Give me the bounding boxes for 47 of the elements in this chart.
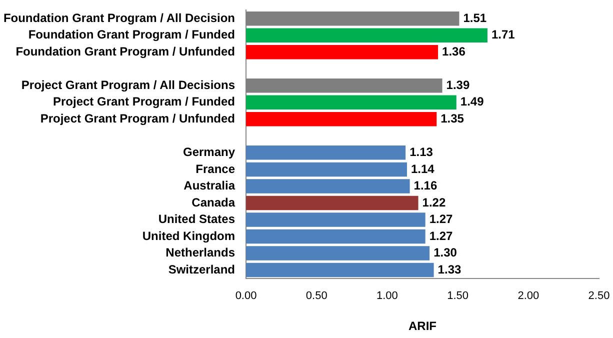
data-label: 1.27 (429, 228, 454, 243)
bar (246, 44, 438, 60)
y-tick-label: United Kingdom (142, 228, 236, 243)
y-tick-label: Foundation Grant Program / Unfunded (16, 44, 236, 58)
bar (246, 162, 407, 177)
data-label: 1.51 (463, 10, 487, 25)
x-tick-label: 1.00 (376, 290, 398, 302)
bar (246, 95, 456, 110)
x-tick-label: 2.00 (518, 290, 540, 302)
x-tick-label: 0.50 (306, 290, 328, 302)
y-tick-label: Project Grant Program / Funded (52, 94, 236, 109)
bar (246, 196, 418, 210)
bar (246, 229, 426, 244)
x-axis-title: ARIF (408, 319, 437, 334)
data-label: 1.39 (446, 78, 470, 92)
bar (246, 112, 437, 126)
y-tick-label: Australia (184, 178, 236, 193)
y-tick-label: Canada (192, 195, 236, 210)
data-label: 1.36 (442, 44, 466, 58)
y-tick-label: Netherlands (166, 246, 236, 260)
bar (246, 28, 488, 42)
data-label: 1.35 (440, 111, 464, 126)
data-label: 1.30 (434, 246, 458, 260)
bar (246, 212, 426, 227)
data-label: 1.22 (422, 195, 446, 210)
data-label: 1.33 (438, 262, 462, 276)
y-tick-label: Project Grant Program / Unfunded (40, 111, 236, 126)
y-tick-label: Switzerland (168, 262, 236, 276)
data-label: 1.13 (410, 144, 434, 159)
y-tick-label: United States (158, 212, 236, 226)
bar (246, 246, 430, 260)
x-tick-label: 2.50 (588, 290, 610, 302)
y-tick-label: France (196, 162, 236, 176)
data-label: 1.27 (429, 212, 454, 226)
y-tick-label: Germany (182, 144, 236, 159)
bar (246, 146, 406, 160)
data-label: 1.16 (414, 178, 438, 193)
data-label: 1.71 (491, 28, 516, 42)
x-tick-label: 1.50 (447, 290, 469, 302)
data-label: 1.14 (410, 162, 435, 176)
x-tick-label: 0.00 (235, 290, 257, 302)
bar (246, 179, 410, 194)
bar (246, 262, 434, 278)
data-label: 1.49 (460, 94, 484, 109)
y-tick-label: Foundation Grant Program / All Decision (3, 10, 236, 25)
y-tick-label: Foundation Grant Program / Funded (28, 28, 236, 42)
y-tick-label: Project Grant Program / All Decisions (21, 78, 236, 92)
